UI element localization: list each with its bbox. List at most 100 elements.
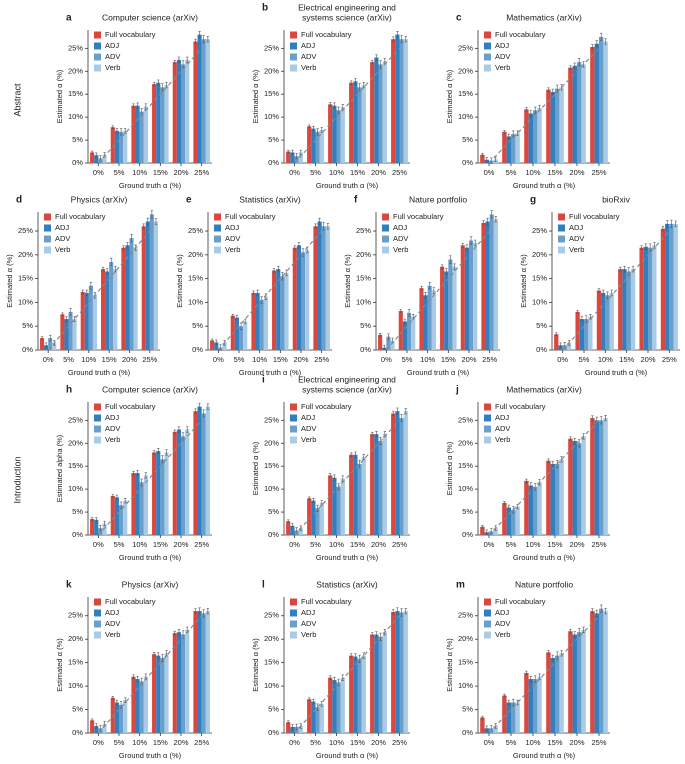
legend-label: Full vocabulary (105, 597, 156, 606)
x-tick-label: 15% (350, 168, 365, 177)
y-axis-label: Estimated α (%) (519, 254, 528, 308)
bar (599, 608, 604, 733)
bar (160, 657, 165, 733)
x-tick-label: 25% (392, 738, 407, 747)
bar (506, 507, 511, 535)
bar (665, 223, 670, 350)
reference-line (294, 615, 400, 734)
x-tick-label: 0% (381, 355, 392, 364)
y-axis-label: Estimated alpha (%) (55, 434, 64, 502)
x-tick-label: 10% (598, 355, 613, 364)
x-tick-label: 0% (289, 540, 300, 549)
bar (594, 43, 599, 163)
bar (119, 704, 124, 733)
x-tick-label: 15% (547, 738, 562, 747)
bar (119, 131, 124, 163)
legend-swatch (558, 224, 565, 232)
bar (131, 473, 136, 535)
bar (181, 64, 186, 163)
bar (594, 613, 599, 733)
x-tick-label: 10% (329, 738, 344, 747)
bar (493, 725, 498, 733)
bar (272, 270, 277, 350)
bar (382, 434, 387, 535)
y-tick-label: 10% (458, 681, 473, 690)
bar (370, 62, 375, 163)
legend-label: ADJ (301, 608, 315, 617)
panel-letter: e (186, 195, 192, 206)
y-tick-label: 0% (268, 728, 279, 737)
x-tick-label: 20% (371, 168, 386, 177)
bar (506, 702, 511, 733)
bar (311, 128, 316, 163)
bar (460, 245, 465, 350)
bar (263, 296, 268, 350)
bar (419, 288, 424, 350)
legend-label: Verb (301, 435, 316, 444)
legend-swatch (558, 235, 565, 243)
x-axis-label: Ground truth α (%) (513, 553, 576, 562)
x-tick-label: 0% (93, 540, 104, 549)
x-tick-label: 25% (194, 168, 209, 177)
bar (185, 59, 190, 163)
bar (444, 271, 449, 350)
bar (125, 245, 130, 350)
bar (181, 634, 186, 733)
legend-label: Verb (225, 245, 240, 254)
chart-title: Computer science (arXiv) (102, 12, 198, 22)
y-tick-label: 25% (458, 415, 473, 424)
bar (234, 317, 239, 350)
x-tick-label: 5% (506, 738, 517, 747)
legend-label: ADV (105, 424, 120, 433)
bar (311, 701, 316, 733)
y-tick-label: 10% (188, 297, 203, 306)
bar (568, 631, 573, 733)
bar (370, 634, 375, 733)
chart-title: Nature portfolio (515, 579, 573, 589)
y-tick-label: 20% (18, 250, 33, 259)
bar (305, 250, 310, 350)
bar (378, 440, 383, 535)
y-tick-label: 20% (458, 438, 473, 447)
x-axis-label: Ground truth α (%) (407, 368, 470, 377)
legend-label: ADV (393, 234, 408, 243)
bar (319, 703, 324, 733)
bar (201, 39, 206, 164)
bar (378, 636, 383, 733)
bar (559, 87, 564, 163)
panel-letter: i (262, 375, 265, 386)
bar (251, 292, 256, 350)
legend-swatch (484, 31, 491, 39)
chart-title: Electrical engineering and (298, 2, 396, 12)
legend-label: ADJ (301, 413, 315, 422)
legend-label: Full vocabulary (301, 30, 352, 39)
bar (139, 681, 144, 733)
chart-title: Statistics (arXiv) (316, 579, 378, 589)
bar (402, 321, 407, 350)
y-tick-label: 20% (458, 66, 473, 75)
legend-swatch (94, 403, 101, 411)
x-tick-label: 15% (350, 540, 365, 549)
bar (325, 226, 330, 350)
bar (301, 252, 306, 350)
bar (440, 266, 445, 350)
x-tick-label: 20% (122, 355, 137, 364)
bar (399, 418, 404, 535)
x-tick-label: 10% (81, 355, 96, 364)
legend-swatch (94, 42, 101, 50)
y-tick-label: 10% (264, 681, 279, 690)
bar (139, 111, 144, 163)
panel-letter: b (262, 3, 268, 14)
bar (101, 269, 106, 350)
bar (579, 319, 584, 350)
y-tick-label: 5% (268, 135, 279, 144)
bar (176, 632, 181, 733)
legend-label: Full vocabulary (569, 212, 620, 221)
bar (361, 85, 366, 163)
legend-swatch (290, 53, 297, 61)
bar (143, 676, 148, 733)
bar (131, 105, 136, 163)
bar (129, 238, 134, 350)
bar (321, 226, 326, 350)
x-tick-label: 15% (547, 168, 562, 177)
